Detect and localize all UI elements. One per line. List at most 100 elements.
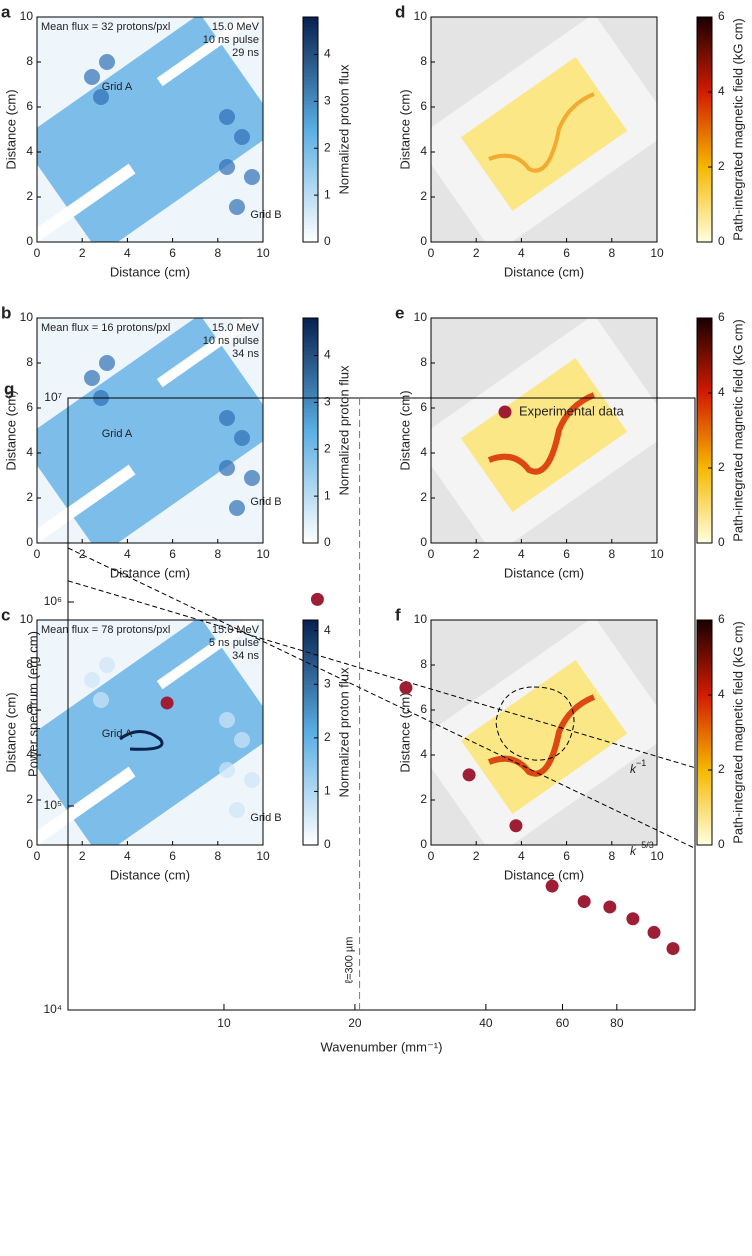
image-feature	[487, 392, 596, 475]
y-tick-label: 10⁷	[44, 390, 62, 404]
y-tick-label: 8	[420, 657, 427, 671]
x-tick-label: 0	[34, 547, 41, 561]
grid-hole	[219, 159, 235, 175]
panel-label: e	[395, 303, 404, 322]
grid-hole	[84, 672, 100, 688]
data-point	[310, 592, 324, 606]
axes-frame	[430, 619, 658, 846]
image-content	[37, 17, 263, 242]
x-tick-label: 2	[79, 547, 86, 561]
y-tick-label: 0	[420, 535, 427, 549]
y-tick-label: 10⁵	[44, 798, 62, 812]
x-tick-label: 60	[556, 1016, 570, 1030]
legend-marker	[498, 405, 512, 419]
x-tick-label: 8	[214, 547, 221, 561]
grid-label: Grid A	[102, 728, 133, 740]
grid-hole	[229, 199, 245, 215]
colorbar	[302, 16, 319, 243]
axes-frame	[36, 619, 264, 846]
data-point	[666, 942, 680, 956]
line-label-base: k	[630, 762, 637, 776]
x-tick-label: 10	[256, 849, 270, 863]
image-stripe	[156, 620, 263, 690]
grid-label: Grid B	[250, 496, 281, 508]
colorbar-tick-label: 2	[324, 730, 331, 744]
grid-hole	[99, 657, 115, 673]
image-content	[37, 318, 263, 543]
y-tick-label: 2	[26, 490, 33, 504]
x-tick-label: 8	[214, 849, 221, 863]
data-point	[577, 895, 591, 909]
x-axis-label: Distance (cm)	[504, 264, 584, 279]
x-tick-label: 6	[169, 849, 176, 863]
y-tick-label: 10	[414, 9, 428, 23]
annotation: 15.0 MeV	[212, 624, 260, 636]
y-axis-label: Distance (cm)	[397, 390, 412, 470]
image-content	[431, 17, 657, 242]
colorbar-tick-label: 2	[324, 441, 331, 455]
y-tick-label: 4	[420, 445, 427, 459]
y-axis-label: Distance (cm)	[3, 89, 18, 169]
y-tick-label: 10	[20, 310, 34, 324]
colorbar-tick-label: 3	[324, 94, 331, 108]
colorbar-tick-label: 3	[324, 395, 331, 409]
x-tick-label: 10	[650, 547, 664, 561]
grid-label: Grid A	[102, 81, 133, 93]
x-tick-label: 0	[428, 246, 435, 260]
x-tick-label: 80	[610, 1016, 624, 1030]
colorbar-label: Path-integrated magnetic field (kG cm)	[730, 18, 745, 241]
line-label-base: k	[630, 844, 637, 858]
grid-hole	[219, 460, 235, 476]
x-tick-label: 20	[348, 1016, 362, 1030]
x-tick-label: 4	[518, 547, 525, 561]
image-stripe	[156, 17, 263, 87]
colorbar-label: Normalized proton flux	[336, 365, 351, 496]
x-tick-label: 2	[473, 246, 480, 260]
annotation: 29 ns	[232, 47, 259, 59]
x-tick-label: 10	[217, 1016, 231, 1030]
y-tick-label: 2	[26, 792, 33, 806]
data-point	[509, 819, 523, 833]
y-tick-label: 10	[20, 9, 34, 23]
x-tick-label: 10	[256, 246, 270, 260]
y-tick-label: 0	[420, 837, 427, 851]
image-feature	[487, 694, 596, 777]
power-law-line	[67, 580, 696, 769]
x-tick-label: 4	[124, 547, 131, 561]
colorbar-tick-label: 2	[324, 140, 331, 154]
annotation: 34 ns	[232, 348, 259, 360]
grid-hole	[219, 109, 235, 125]
colorbar	[302, 619, 319, 846]
x-tick-label: 4	[124, 246, 131, 260]
x-tick-label: 0	[34, 246, 41, 260]
axes-frame	[430, 317, 658, 544]
panel-label: g	[4, 379, 14, 398]
data-point	[626, 912, 640, 926]
image-region	[37, 620, 263, 845]
line-label: k−1	[630, 758, 646, 776]
colorbar-tick-label: 0	[718, 837, 725, 851]
x-tick-label: 0	[428, 849, 435, 863]
colorbar-tick-label: 2	[718, 460, 725, 474]
colorbar-tick-label: 2	[718, 159, 725, 173]
annotation: 10 ns pulse	[203, 34, 259, 46]
y-tick-label: 8	[420, 54, 427, 68]
grid-hole	[219, 410, 235, 426]
y-tick-label: 0	[26, 535, 33, 549]
colorbar-tick-label: 6	[718, 310, 725, 324]
colorbar-tick-label: 4	[324, 47, 331, 61]
y-tick-label: 8	[26, 54, 33, 68]
colorbar	[302, 317, 319, 544]
annotation: 34 ns	[232, 650, 259, 662]
colorbar-tick-label: 4	[718, 84, 725, 98]
y-tick-label: 8	[420, 355, 427, 369]
x-tick-label: 6	[563, 246, 570, 260]
grid-label: Grid A	[102, 428, 133, 440]
y-tick-label: 4	[26, 445, 33, 459]
grid-label: Grid B	[250, 812, 281, 824]
grid-hole	[219, 712, 235, 728]
axes-frame	[67, 397, 696, 1011]
x-tick-label: 8	[608, 849, 615, 863]
colorbar-tick-label: 4	[324, 623, 331, 637]
